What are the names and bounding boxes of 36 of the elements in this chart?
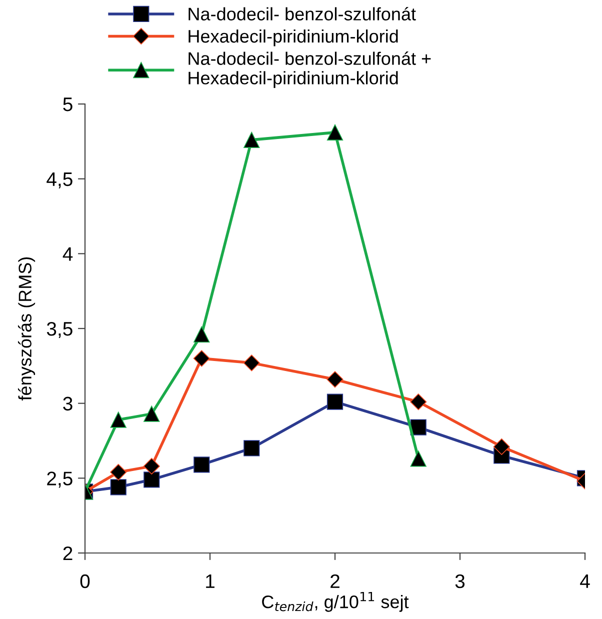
y-tick-label: 3 [63,396,72,411]
point [193,350,210,367]
point [326,394,344,410]
point [493,438,510,456]
y-axis-title: fényszórás (RMS) [18,257,36,400]
y-tick-label: 4,5 [46,172,72,188]
point [326,124,344,140]
y-tick-label: 2,5 [47,472,72,488]
point [144,406,160,422]
point [110,479,126,496]
point [410,394,427,410]
x-axis-title: C$_{tenzid}$, g/10$^{11}$ sejt [262,592,409,612]
x-tick-label: 0 [80,574,90,588]
y-tick-label: 2 [63,546,72,560]
x-tick-label: 1 [206,574,214,588]
point [110,464,127,480]
y-tick-label: 5 [63,98,72,112]
legend-label: Na-dodecil- benzol-szulfonát [188,7,416,20]
legend-label: Na-dodecil- benzol-szulfonát + Hexadecil-piridinium-klorid [188,52,431,88]
x-tick-label: 3 [455,574,465,588]
x-tick-label: 4 [580,574,590,588]
point [143,458,160,474]
point [144,472,160,488]
point [410,419,426,436]
point [244,132,260,148]
point [326,371,344,388]
y-tick-label: 3,5 [46,322,72,338]
x-tick-label: 2 [330,574,340,588]
y-tick-label: 4 [62,247,73,261]
point [244,440,260,456]
point [194,326,210,343]
point [194,456,210,473]
point [110,412,126,428]
point [410,450,426,467]
legend-label: Hexadecil-piridinium-klorid [188,29,398,46]
point [243,354,260,372]
